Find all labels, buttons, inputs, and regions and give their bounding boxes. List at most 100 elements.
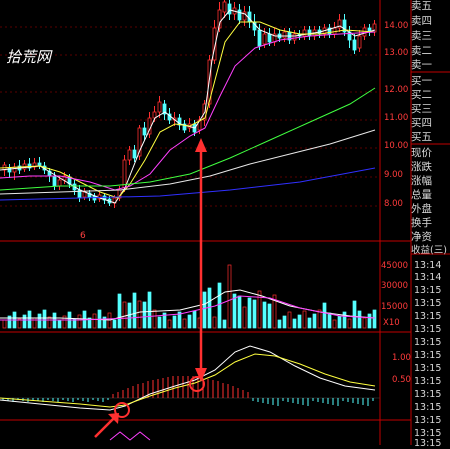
time-label: 13:15	[414, 285, 442, 296]
candle-body	[282, 31, 287, 39]
order-book-label-eps[interactable]: 收益(三)	[411, 245, 447, 256]
volume-bar	[362, 317, 367, 329]
watermark-text: 拾荒网	[6, 48, 52, 66]
time-label: 13:15	[414, 311, 442, 322]
volume-bar	[167, 319, 172, 329]
volume-bar	[142, 301, 147, 329]
candle-body	[212, 27, 217, 61]
candle-body	[262, 33, 267, 45]
order-book-label-price[interactable]: 现价	[411, 147, 432, 159]
order-book-label-sell1[interactable]: 卖一	[411, 59, 432, 71]
candle-body	[62, 175, 67, 181]
volume-bar	[217, 282, 222, 329]
volume-bar	[277, 319, 282, 329]
volume-axis-label: 45000	[381, 261, 409, 271]
volume-bar	[227, 264, 232, 329]
ma20-line	[0, 31, 376, 191]
kdj-line	[109, 431, 151, 441]
ma5-line	[0, 9, 376, 204]
volume-bar	[7, 315, 12, 329]
volume-bar	[47, 316, 52, 329]
candle-body	[162, 103, 167, 115]
annotation-arrowhead-down	[195, 368, 207, 382]
volume-bar	[262, 301, 267, 329]
annotation-circle	[114, 402, 130, 418]
ma250-line	[0, 167, 376, 201]
annotation-arrowhead-up	[195, 138, 207, 152]
volume-bar	[17, 318, 22, 329]
candle-body	[307, 29, 312, 37]
volume-bar	[57, 319, 62, 329]
order-book-label-outer[interactable]: 外盘	[411, 203, 432, 215]
candle-body	[362, 27, 367, 37]
time-label: 13:15	[414, 298, 442, 309]
volume-axis-label: 30000	[381, 281, 409, 291]
order-book-label-buy4[interactable]: 买四	[411, 117, 432, 129]
price-axis-label: 11.00	[384, 113, 409, 123]
annotation-arrowhead	[108, 413, 119, 424]
order-book-label-sell2[interactable]: 卖二	[411, 45, 432, 57]
price-axis-label: 13.00	[384, 48, 409, 58]
order-book-label-sell3[interactable]: 卖三	[411, 30, 432, 42]
volume-bar	[287, 311, 292, 329]
ma10-line	[0, 21, 376, 199]
candle-body	[157, 101, 162, 113]
volume-scale-tag: X10	[383, 318, 400, 328]
volume-bar	[212, 316, 217, 329]
volume-bar	[102, 316, 107, 329]
volume-bar	[357, 310, 362, 329]
order-book-label-change[interactable]: 涨跌	[411, 161, 432, 173]
volume-bar	[122, 301, 127, 329]
order-book-label-buy1[interactable]: 买一	[411, 75, 432, 87]
volume-bar	[322, 302, 327, 329]
order-book-panel: 卖五 卖四 卖三 卖二 卖一 买一 买二 买三 买四 买五 现价 涨跌 涨幅 总…	[411, 0, 450, 445]
candle-body	[217, 9, 222, 29]
macd-dif-line	[0, 345, 376, 411]
candle-body	[122, 159, 127, 189]
candle-body	[227, 3, 232, 15]
volume-bar	[327, 312, 332, 329]
order-book-label-sell5[interactable]: 卖五	[411, 0, 432, 12]
volume-bar	[307, 317, 312, 329]
candle-body	[352, 39, 357, 51]
price-axis-label: 9.00	[384, 170, 403, 180]
candle-body	[267, 33, 272, 43]
volume-bar	[242, 306, 247, 329]
time-label: 13:15	[414, 350, 442, 361]
annotation-arrow-line	[94, 417, 115, 438]
candle-body	[222, 1, 227, 13]
volume-bar	[62, 315, 67, 329]
volume-bar	[152, 309, 157, 329]
annotation-circle	[189, 376, 205, 392]
price-axis-label: 8.00	[384, 199, 403, 209]
macd-dea-line	[0, 353, 376, 408]
volume-bar	[237, 295, 242, 329]
volume-bar	[112, 319, 117, 329]
order-book-label-netasset[interactable]: 净资	[411, 231, 432, 243]
price-axis-label: 14.00	[384, 21, 409, 31]
order-book-label-buy2[interactable]: 买二	[411, 89, 432, 101]
volume-bar	[272, 294, 277, 329]
volume-bar	[352, 300, 357, 329]
time-label: 13:14	[414, 272, 442, 283]
order-book-label-buy5[interactable]: 买五	[411, 131, 432, 143]
macd-axis-label: 0.50	[392, 375, 411, 385]
candle-body	[142, 127, 147, 136]
volume-bar	[317, 309, 322, 329]
volume-bar	[157, 316, 162, 329]
volume-bar	[347, 318, 352, 329]
order-book-label-buy3[interactable]: 买三	[411, 103, 432, 115]
volume-bar	[367, 313, 372, 329]
order-book-label-turnover[interactable]: 换手	[411, 217, 432, 229]
candle-body	[357, 35, 362, 49]
volume-bar	[182, 318, 187, 329]
time-label: 13:15	[414, 438, 442, 449]
order-book-label-pct[interactable]: 涨幅	[411, 175, 432, 187]
order-book-label-sell4[interactable]: 卖四	[411, 15, 432, 27]
time-label: 13:15	[414, 324, 442, 335]
order-book-label-volume[interactable]: 总量	[411, 189, 432, 201]
candle-body	[137, 127, 142, 157]
volume-bar	[22, 314, 27, 329]
